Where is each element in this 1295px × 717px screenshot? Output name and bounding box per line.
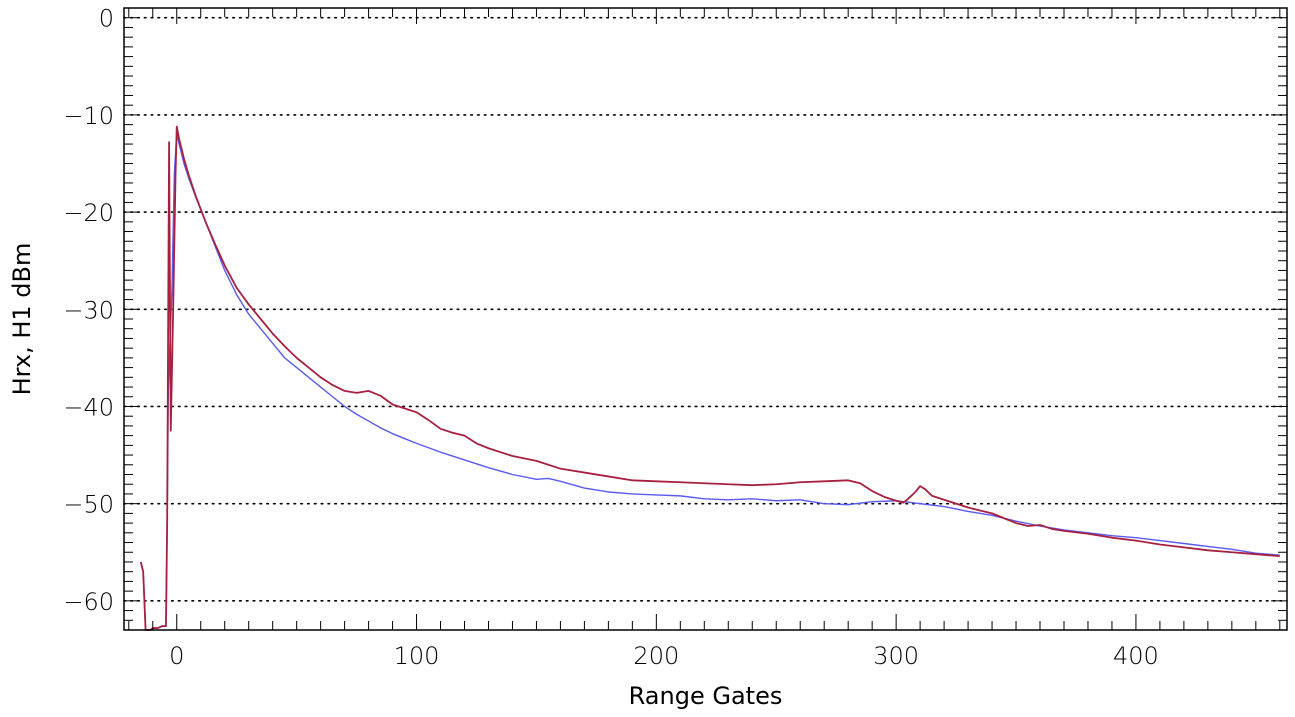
y-tick-label: −40 [63, 393, 114, 421]
tick-labels: 0 100 200 300 400 0 −10 −20 −30 −40 −50 −60 [63, 5, 1158, 670]
plot-frame [123, 7, 1288, 631]
series-line-2 [139, 125, 1280, 631]
x-tick-label: 400 [1113, 642, 1159, 670]
series-layer [139, 125, 1280, 631]
y-tick-label: −20 [63, 199, 114, 227]
series-line-1 [140, 133, 1280, 631]
gridlines [123, 16, 1288, 602]
y-axis-title: Hrx, H1 dBm [8, 243, 36, 396]
y-tick-label: −50 [63, 491, 114, 519]
y-tick-label: 0 [99, 5, 114, 33]
x-tick-label: 200 [633, 642, 679, 670]
x-tick-label: 100 [394, 642, 440, 670]
x-axis-title: Range Gates [629, 682, 783, 710]
y-tick-label: −30 [63, 296, 114, 324]
y-tick-label: −10 [63, 102, 114, 130]
y-tick-label: −60 [63, 588, 114, 616]
x-tick-label: 300 [873, 642, 919, 670]
x-tick-label: 0 [169, 642, 184, 670]
tick-marks [124, 7, 1287, 631]
